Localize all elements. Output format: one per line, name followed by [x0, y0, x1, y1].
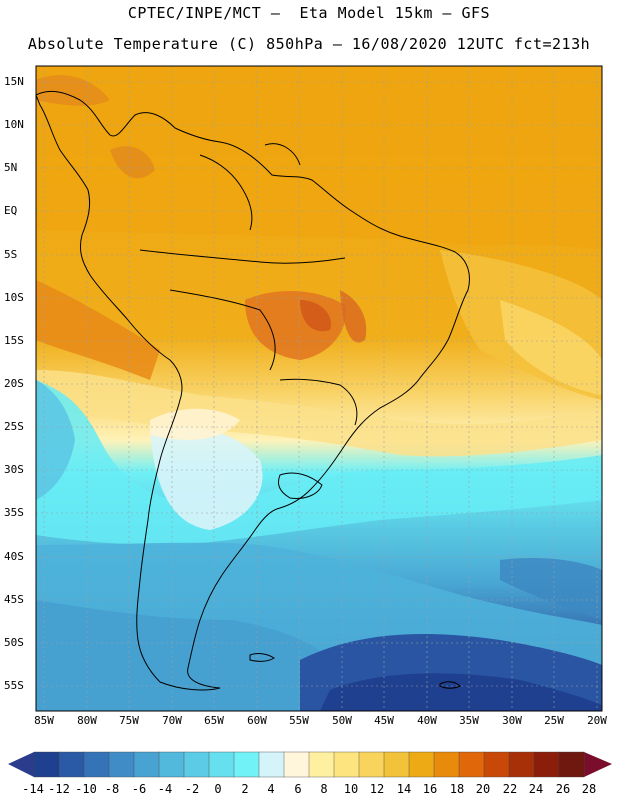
colorbar-swatch	[358, 751, 385, 778]
colorbar-label: 26	[555, 782, 571, 796]
lat-label-40s: 40S	[4, 550, 24, 563]
coastlines	[36, 90, 470, 691]
colorbar-swatch	[83, 751, 110, 778]
colorbar-label: 2	[241, 782, 249, 796]
title-line-1: CPTEC/INPE/MCT – Eta Model 15km – GFS	[127, 4, 491, 22]
colorbar-label: 22	[502, 782, 518, 796]
lat-label-35s: 35S	[4, 506, 24, 519]
lon-label-45w: 45W	[374, 714, 394, 727]
colorbar-swatch	[458, 751, 485, 778]
colorbar-swatch	[433, 751, 460, 778]
lat-label-10n: 10N	[4, 118, 24, 131]
lat-label-10s: 10S	[4, 291, 24, 304]
colorbar-label: -8	[104, 782, 120, 796]
colorbar-label: -14	[22, 782, 44, 796]
lon-label-70w: 70W	[162, 714, 182, 727]
title-line-2: Absolute Temperature (C) 850hPa – 16/08/…	[27, 35, 591, 53]
lat-label-5s: 5S	[4, 248, 18, 261]
lon-label-65w: 65W	[204, 714, 224, 727]
colorbar-swatch	[133, 751, 160, 778]
lat-label-45s: 45S	[4, 593, 24, 606]
colorbar-swatch	[333, 751, 360, 778]
colorbar-label: 10	[343, 782, 359, 796]
colorbar-label: -4	[157, 782, 173, 796]
lat-label-20s: 20S	[4, 377, 24, 390]
colorbar-swatch	[508, 751, 535, 778]
colorbar-swatch	[158, 751, 185, 778]
colorbar-label: 12	[369, 782, 385, 796]
colorbar-label: 18	[449, 782, 465, 796]
lat-label-55s: 55S	[4, 679, 24, 692]
lon-label-25w: 25W	[544, 714, 564, 727]
colorbar-label: 20	[475, 782, 491, 796]
colorbar-swatch	[558, 751, 585, 778]
colorbar-swatch	[408, 751, 435, 778]
lat-label-5n: 5N	[4, 161, 18, 174]
lat-label-50s: 50S	[4, 636, 24, 649]
colorbar-label: 4	[267, 782, 275, 796]
temperature-field	[36, 66, 602, 711]
colorbar-swatch	[233, 751, 260, 778]
lon-label-80w: 80W	[77, 714, 97, 727]
lon-label-85w: 85W	[34, 714, 54, 727]
lon-label-35w: 35W	[459, 714, 479, 727]
colorbar-label: 14	[396, 782, 412, 796]
map-frame	[35, 65, 603, 712]
lon-label-40w: 40W	[417, 714, 437, 727]
lon-label-75w: 75W	[119, 714, 139, 727]
colorbar-swatch	[183, 751, 210, 778]
colorbar-high-arrow	[584, 752, 612, 777]
colorbar-label: 24	[528, 782, 544, 796]
colorbar-low-arrow	[8, 752, 34, 777]
colorbar-label: -12	[48, 782, 70, 796]
colorbar-label: 6	[294, 782, 302, 796]
colorbar-label: 28	[581, 782, 597, 796]
lon-label-30w: 30W	[502, 714, 522, 727]
lat-label-30s: 30S	[4, 463, 24, 476]
colorbar-swatch	[483, 751, 510, 778]
colorbar-swatch	[383, 751, 410, 778]
colorbar-swatch	[108, 751, 135, 778]
colorbar-swatch	[33, 751, 60, 778]
colorbar-label: 0	[214, 782, 222, 796]
graticule	[36, 66, 602, 711]
lat-label-eq: EQ	[4, 204, 18, 217]
colorbar	[8, 751, 612, 778]
colorbar-label: 16	[422, 782, 438, 796]
colorbar-swatch	[258, 751, 285, 778]
lon-label-20w: 20W	[587, 714, 607, 727]
lon-label-50w: 50W	[332, 714, 352, 727]
colorbar-swatch	[208, 751, 235, 778]
colorbar-label: -2	[184, 782, 200, 796]
lon-label-60w: 60W	[247, 714, 267, 727]
colorbar-swatch	[58, 751, 85, 778]
colorbar-swatch	[533, 751, 560, 778]
lat-label-25s: 25S	[4, 420, 24, 433]
lat-label-15n: 15N	[4, 75, 24, 88]
colorbar-label: -6	[131, 782, 147, 796]
lat-label-15s: 15S	[4, 334, 24, 347]
lon-label-55w: 55W	[289, 714, 309, 727]
colorbar-label: -10	[75, 782, 97, 796]
colorbar-label: 8	[320, 782, 328, 796]
colorbar-swatch	[283, 751, 310, 778]
colorbar-swatch	[308, 751, 335, 778]
